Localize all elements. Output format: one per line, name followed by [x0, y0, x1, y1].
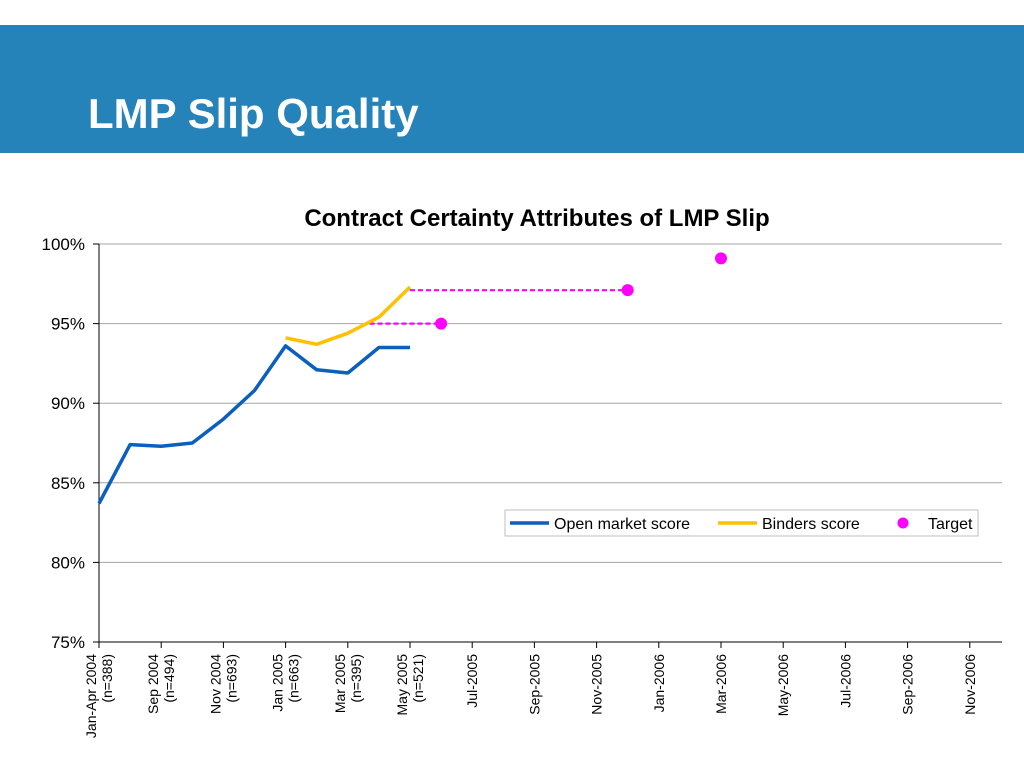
y-tick-label: 90% — [51, 394, 85, 413]
target-marker — [621, 284, 634, 297]
x-tick-label: Jan-2006 — [651, 654, 667, 713]
x-tick-label-count: (n=521) — [410, 654, 426, 703]
x-tick-label: Nov-2006 — [962, 654, 978, 715]
x-tick-label: Jul-2005 — [464, 654, 480, 708]
y-tick-label: 80% — [51, 553, 85, 572]
legend-target-label: Target — [928, 516, 973, 533]
x-tick-label: Mar 2005 — [332, 654, 348, 713]
open-market-line — [97, 344, 410, 505]
x-tick-label-count: (n=693) — [223, 654, 239, 703]
y-tick-label: 95% — [51, 315, 85, 334]
y-tick-label: 75% — [51, 633, 85, 652]
x-tick-label: May-2006 — [775, 654, 791, 716]
legend: Open market score Binders score Target — [504, 509, 979, 537]
x-tick-label: Nov 2004 — [207, 654, 223, 714]
grid-layer — [99, 243, 1002, 563]
target-marker — [435, 317, 448, 330]
x-tick-label: May 2005 — [394, 654, 410, 716]
axes: 75% 80% 85% 90% 95% 100% Jan-Apr 2004 (n=388) Se… — [42, 235, 1002, 738]
y-tick-label: 100% — [42, 235, 85, 254]
legend-open-market-label: Open market score — [554, 516, 690, 533]
binders-line — [285, 285, 412, 347]
target-marker — [715, 252, 727, 265]
chart-title: Contract Certainty Attributes of LMP Sli… — [304, 205, 769, 232]
y-tick-label: 85% — [51, 474, 85, 493]
title-banner — [0, 25, 1024, 153]
x-tick-label: Mar-2006 — [713, 654, 729, 714]
x-tick-label: Sep-2005 — [526, 654, 542, 715]
x-tick-label-count: (n=388) — [99, 654, 115, 703]
series-layer — [97, 252, 727, 505]
x-tick-label: Nov-2005 — [589, 654, 605, 715]
x-tick-label: Jul-2006 — [837, 654, 853, 708]
x-tick-label-count: (n=395) — [348, 654, 364, 703]
x-tick-label: Sep-2006 — [900, 654, 916, 715]
x-tick-label: Jan 2005 — [270, 654, 286, 712]
legend-target-swatch — [897, 517, 909, 529]
slide-title: LMP Slip Quality — [88, 90, 419, 137]
legend-binders-label: Binders score — [762, 516, 860, 533]
x-tick-label-count: (n=494) — [161, 654, 177, 703]
x-tick-label-count: (n=663) — [286, 654, 302, 703]
x-tick-label: Jan-Apr 2004 — [83, 654, 99, 738]
x-tick-label: Sep 2004 — [145, 654, 161, 714]
